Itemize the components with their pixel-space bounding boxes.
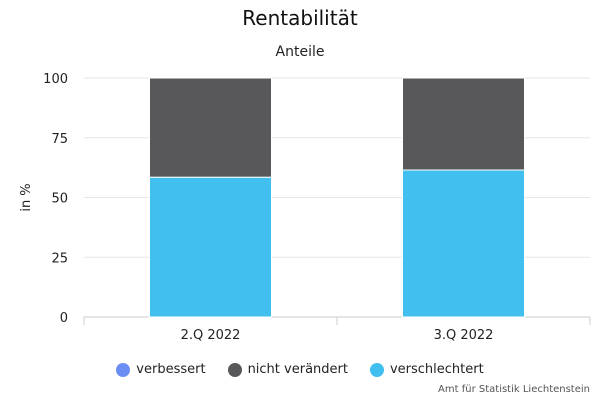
legend-label: verschlechtert	[389, 362, 484, 377]
chart-subtitle: Anteile	[275, 44, 325, 60]
chart-title: Rentabilität	[242, 6, 358, 30]
legend-label: nicht verändert	[247, 362, 348, 377]
bar-segment[interactable]	[402, 169, 525, 318]
y-tick-label: 100	[43, 72, 68, 87]
bars	[149, 77, 525, 318]
x-tick-label: 2.Q 2022	[181, 328, 241, 343]
y-tick-label: 75	[51, 132, 68, 147]
bar-segment[interactable]	[149, 176, 272, 318]
y-tick-label: 25	[51, 251, 68, 266]
y-axis-title: in %	[19, 183, 34, 211]
axes: 0 25 50 75 100 in % 2.Q 2022 3.Q 2022	[19, 72, 591, 343]
bar-segment[interactable]	[402, 77, 525, 171]
legend-swatch	[227, 362, 242, 377]
legend-item[interactable]: verbessert	[116, 362, 206, 377]
bar-segment[interactable]	[149, 77, 272, 178]
credits[interactable]: Amt für Statistik Liechtenstein	[438, 384, 590, 395]
legend-swatch	[369, 362, 384, 377]
y-tick-label: 0	[60, 311, 68, 326]
legend-swatch	[116, 362, 131, 377]
y-tick-label: 50	[51, 192, 68, 207]
legend-item[interactable]: verschlechtert	[369, 362, 484, 377]
legend-label: verbessert	[136, 362, 206, 377]
x-tick-label: 3.Q 2022	[434, 328, 494, 343]
legend: verbessert nicht verändert verschlechtert	[0, 362, 600, 377]
legend-item[interactable]: nicht verändert	[227, 362, 348, 377]
